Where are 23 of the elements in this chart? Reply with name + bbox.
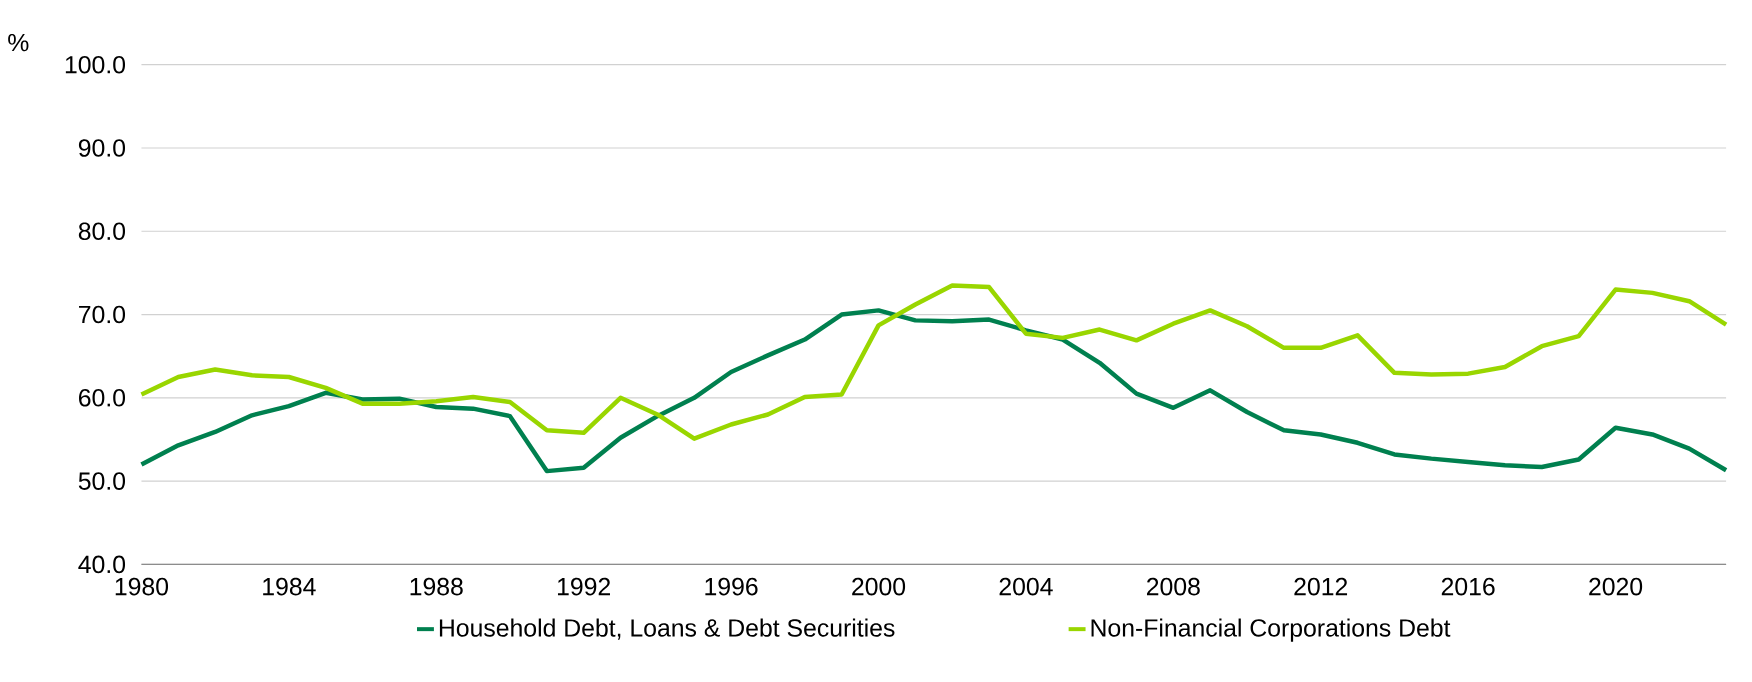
- y-tick-label: 100.0: [65, 55, 126, 74]
- x-tick-label: 2020: [1589, 577, 1643, 596]
- y-tick-label: 60.0: [79, 389, 126, 407]
- x-tick-label: 2008: [1146, 577, 1200, 596]
- x-tick-label: 2016: [1441, 577, 1495, 596]
- x-tick-label: 1984: [263, 577, 316, 596]
- y-tick-label: 40.0: [78, 555, 126, 574]
- legend-label: Household Debt, Loans & Debt Securities: [439, 618, 895, 640]
- x-tick-label: 2004: [999, 577, 1053, 596]
- y-tick-label: 80.0: [78, 222, 126, 241]
- y-tick-label: 70.0: [79, 305, 126, 324]
- y-axis-title: %: [8, 33, 29, 52]
- legend-label: Non-Financial Corporations Debt: [1091, 618, 1451, 642]
- y-tick-label: 90.0: [78, 139, 126, 157]
- line-series: [139, 308, 1729, 474]
- x-tick-label: 1980: [115, 577, 169, 596]
- y-tick-label: 50.0: [78, 472, 126, 490]
- x-tick-label: 2012: [1294, 577, 1348, 596]
- line-series: [139, 283, 1729, 441]
- x-tick-label: 1996: [705, 577, 758, 596]
- x-tick-label: 1988: [410, 577, 463, 596]
- x-tick-label: 1992: [557, 577, 610, 596]
- x-tick-label: 2000: [852, 577, 906, 596]
